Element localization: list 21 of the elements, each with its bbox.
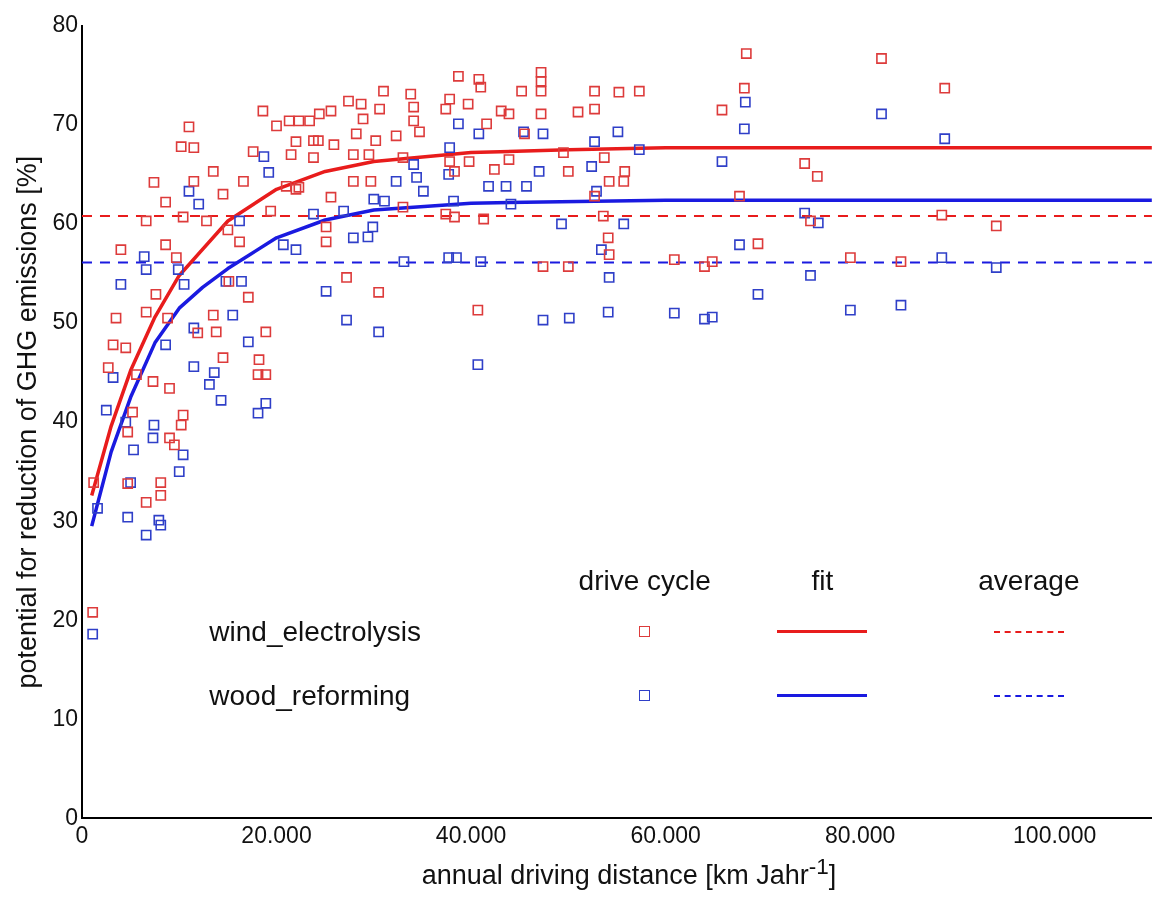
y-axis-title: potential for reduction of GHG emissions [%] [11, 155, 42, 689]
x-tick-label: 20.000 [241, 821, 312, 848]
annotation: fit [811, 564, 834, 596]
y-tick-label: 60 [52, 209, 78, 236]
text: wood_reforming [209, 678, 412, 713]
x-axis-title: annual driving distance [km Jahr$^{-1}$] [420, 854, 838, 891]
x-tick-label: 80.000 [824, 821, 896, 848]
x-tick-label: 100.000 [1013, 821, 1097, 848]
x-tick-label: 60.000 [630, 821, 701, 848]
annotation: average [977, 563, 1081, 598]
y-tick-label: 20 [52, 605, 78, 632]
y-tick-label: 80 [52, 11, 78, 38]
y-tick-label: 50 [52, 308, 78, 335]
y-tick-label: 30 [52, 506, 78, 533]
y-tick-label: 0 [65, 803, 78, 830]
annotation: drive cycle [577, 563, 712, 598]
x-tick-label: 40.000 [435, 821, 507, 848]
y-tick-label: 70 [52, 110, 78, 137]
y-tick-label: 10 [52, 704, 78, 731]
text: wind_electrolysis [209, 615, 422, 650]
y-tick-label: 40 [52, 407, 78, 434]
